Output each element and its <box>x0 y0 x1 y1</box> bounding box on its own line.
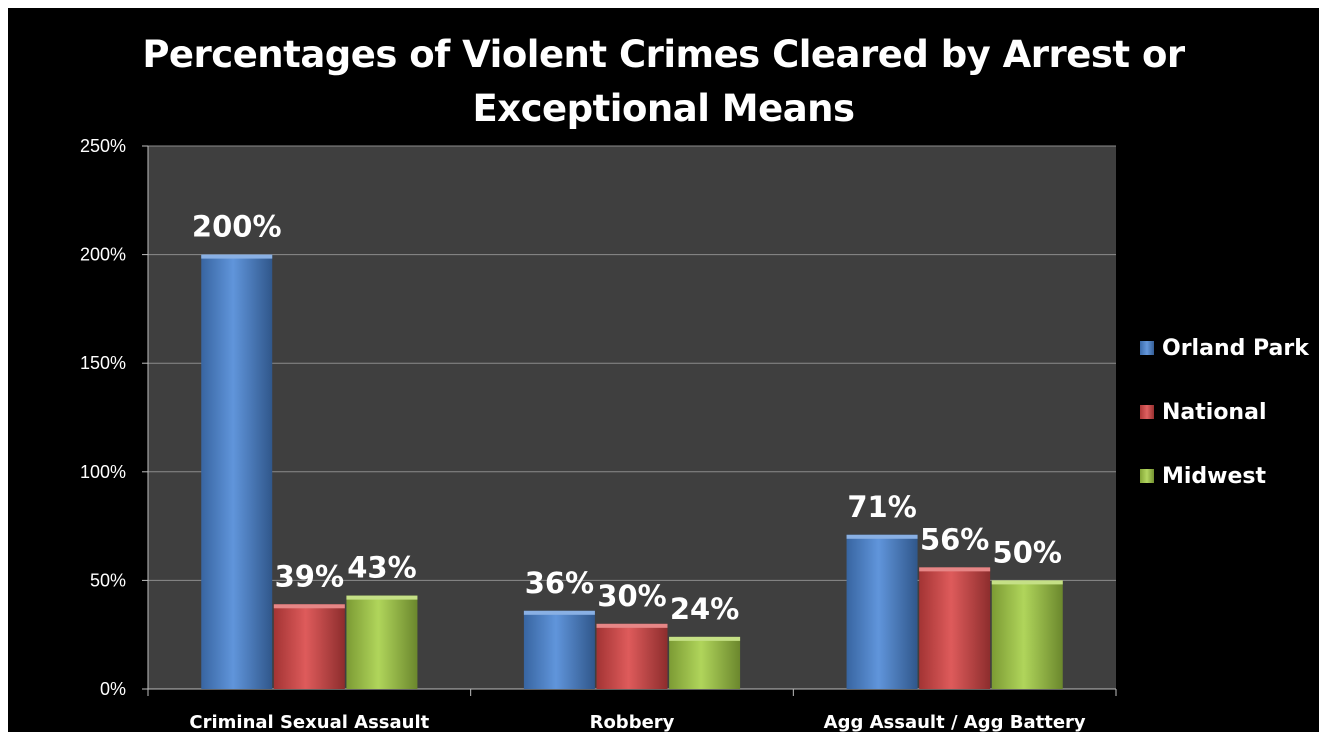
bar <box>669 636 741 689</box>
legend-label-national: National <box>1162 399 1267 425</box>
data-label: 200% <box>192 210 282 244</box>
legend-item-national: National <box>1140 397 1266 427</box>
legend-label-orland-park: Orland Park <box>1162 335 1309 361</box>
bar-top-highlight <box>919 567 991 572</box>
legend-item-orland-park: Orland Park <box>1140 333 1309 363</box>
legend-item-midwest: Midwest <box>1140 461 1266 491</box>
data-label: 50% <box>993 535 1062 569</box>
y-tick-label: 100% <box>80 462 126 482</box>
y-tick-label: 250% <box>80 136 126 156</box>
data-label: 71% <box>847 490 916 524</box>
bar <box>273 604 345 689</box>
x-category-label: Agg Assault / Agg Battery <box>824 712 1086 733</box>
x-category-label: Criminal Sexual Assault <box>189 712 429 733</box>
data-label: 24% <box>670 592 739 626</box>
bar-top-highlight <box>991 580 1063 585</box>
bar-top-highlight <box>523 610 595 615</box>
data-label: 36% <box>525 566 594 600</box>
data-label: 39% <box>275 559 344 593</box>
legend-label-midwest: Midwest <box>1162 463 1267 489</box>
x-category-label: Robbery <box>590 712 675 733</box>
legend-swatch-orland-park <box>1140 341 1154 355</box>
data-label: 30% <box>597 579 666 613</box>
bar <box>919 567 991 689</box>
bar-top-highlight <box>201 254 273 259</box>
bar <box>596 623 668 689</box>
data-label: 43% <box>347 551 416 585</box>
data-label: 56% <box>920 522 989 556</box>
bar-top-highlight <box>846 534 918 539</box>
bar <box>346 595 418 689</box>
bar-top-highlight <box>273 604 345 609</box>
y-tick-label: 150% <box>80 353 126 373</box>
bar <box>523 610 595 689</box>
bar-top-highlight <box>596 623 668 628</box>
bar-top-highlight <box>669 636 741 641</box>
y-tick-label: 50% <box>90 570 126 590</box>
y-tick-label: 200% <box>80 245 126 265</box>
bar-top-highlight <box>346 595 418 600</box>
y-tick-label: 0% <box>100 679 126 699</box>
bar <box>201 254 273 689</box>
legend-swatch-midwest <box>1140 469 1154 483</box>
legend-swatch-national <box>1140 405 1154 419</box>
chart-title: Percentages of Violent Crimes Cleared by… <box>142 33 1185 130</box>
bar <box>846 534 918 689</box>
bar <box>991 580 1063 689</box>
